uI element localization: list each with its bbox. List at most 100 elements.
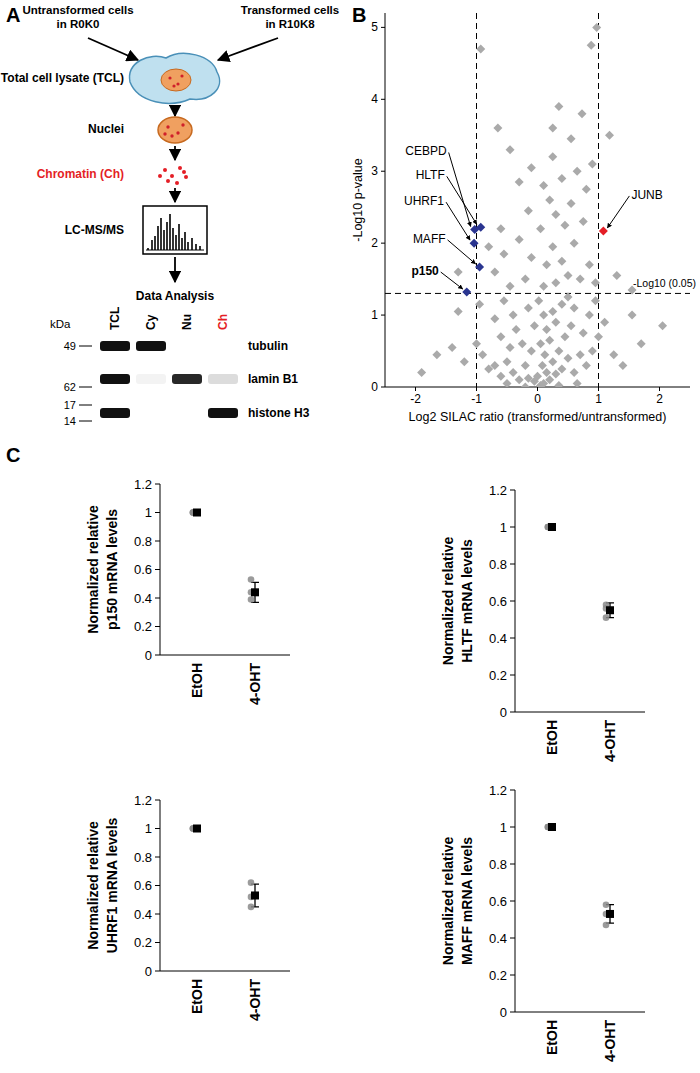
x-tick: [659, 387, 660, 391]
blot-band: [136, 341, 166, 351]
chromatin-dot: [166, 125, 169, 128]
data-point: [539, 181, 548, 190]
y-tick: [510, 527, 515, 528]
figure: ABCUntransformed cellsin R0K0Transformed…: [0, 0, 700, 1073]
lane-label: Ch: [216, 314, 230, 330]
data-point: [542, 368, 551, 377]
y-axis: [385, 13, 386, 387]
data-point: [557, 300, 566, 309]
y-tick: [155, 598, 160, 599]
chromatin-dot: [175, 181, 179, 185]
y-tick: [510, 638, 515, 639]
y-tick: [510, 1012, 515, 1013]
y-tick-label: 2: [371, 236, 378, 250]
y-label-line: HLTF mRNA levels: [459, 539, 475, 663]
plot-area: [190, 509, 259, 603]
chromatin-dot: [168, 76, 171, 79]
data-point: [484, 365, 493, 374]
workflow-diagram: Untransformed cellsin R0K0 Transformed ce…: [1, 4, 339, 303]
marker-tick: [79, 387, 92, 388]
data-point: [539, 282, 548, 291]
x-tick-label: 0: [534, 392, 541, 406]
data-point: [551, 210, 560, 219]
data-point: [576, 275, 585, 284]
y-tick: [381, 27, 385, 28]
data-point: [605, 131, 614, 140]
arrow: [441, 272, 463, 289]
plot-area: [545, 523, 614, 621]
data-point: [567, 134, 576, 143]
blot-band: [172, 374, 202, 384]
data-point: [612, 271, 621, 280]
data-point: [478, 350, 487, 359]
data-point: [538, 361, 547, 370]
data-point: [570, 368, 579, 377]
data-point: [591, 278, 600, 287]
data-point: [576, 350, 585, 359]
arrow: [218, 38, 278, 60]
x-axis: [160, 971, 290, 972]
y-axis-label: -Log10 p-value: [351, 158, 365, 241]
y-tick-label: 1: [145, 821, 152, 836]
y-tick-label: 0.2: [489, 968, 507, 983]
data-point: [454, 267, 463, 276]
mrna-chart: 00.20.40.60.811.2Normalized relativep150…: [85, 477, 290, 706]
x-axis: [515, 712, 645, 713]
data-point: [578, 109, 587, 118]
y-tick-label: 0.4: [489, 631, 507, 646]
y-tick-label: 0.8: [489, 857, 507, 872]
y-tick: [510, 901, 515, 902]
data-point: [540, 350, 549, 359]
input-line: Untransformed cells: [22, 4, 133, 16]
data-point: [658, 321, 667, 330]
input-label: Transformed cellsin R10K8: [241, 4, 339, 30]
arrow: [174, 106, 176, 116]
x-tick: [415, 387, 416, 391]
data-point: [548, 242, 557, 251]
data-point: [503, 379, 512, 387]
replicate-point: [603, 922, 610, 929]
data-point: [548, 357, 557, 366]
y-axis-label: Normalized relativep150 mRNA levels: [85, 505, 120, 634]
background: [0, 0, 700, 1073]
lane-label: Cy: [144, 314, 158, 330]
data-point: [557, 257, 566, 266]
chromatin-dot: [180, 74, 183, 77]
y-tick: [381, 243, 385, 244]
y-tick: [155, 800, 160, 801]
point-label: MAFF: [413, 232, 446, 246]
data-point: [591, 296, 600, 305]
data-point: [557, 174, 566, 183]
data-point: [545, 336, 554, 345]
data-point: [628, 311, 637, 320]
y-tick: [155, 942, 160, 943]
category-label: 4-OHT: [247, 663, 263, 705]
y-tick-label: 0: [500, 1005, 507, 1020]
data-point: [536, 224, 545, 233]
blot-band: [136, 374, 166, 384]
y-tick: [155, 914, 160, 915]
data-point: [530, 321, 539, 330]
input-label: Untransformed cellsin R0K0: [22, 4, 133, 30]
data-point: [515, 235, 524, 244]
data-point: [585, 260, 594, 269]
marker-tick: [79, 346, 92, 347]
chromatin-dot: [182, 170, 186, 174]
mrna-chart: 00.20.40.60.811.2Normalized relativeMAFF…: [440, 783, 645, 1063]
blot-band: [100, 341, 130, 351]
plot-area: [385, 13, 690, 387]
data-point: [527, 347, 536, 356]
threshold-line: [385, 293, 690, 294]
data-point: [554, 381, 563, 387]
data-point: [515, 178, 524, 187]
threshold-label: -Log10 (0.05): [633, 277, 696, 289]
mean-point: [193, 825, 201, 833]
plot-area: [190, 825, 259, 911]
point-label: JUNB: [631, 188, 662, 202]
y-tick-label: 1.2: [489, 483, 507, 498]
data-point: [476, 223, 485, 232]
data-point: [490, 267, 499, 276]
chromatin-dot: [181, 123, 184, 126]
data-point: [564, 271, 573, 280]
y-tick: [155, 828, 160, 829]
